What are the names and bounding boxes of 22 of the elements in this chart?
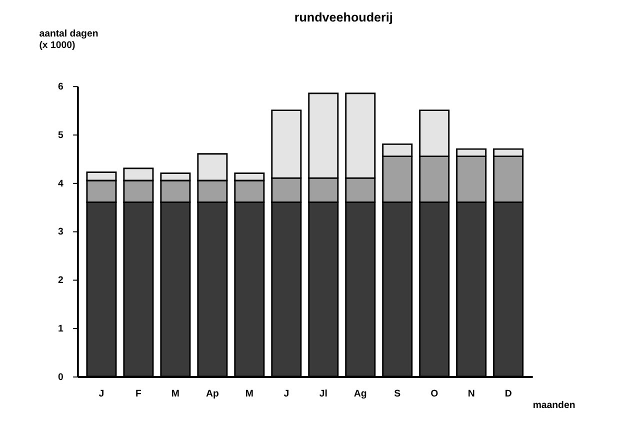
x-tick-label: F xyxy=(136,388,142,400)
y-axis-title: aantal dagen (x 1000) xyxy=(39,28,98,51)
x-tick-label: Ap xyxy=(206,388,219,400)
x-tick-label: Ag xyxy=(354,388,367,400)
x-tick-label: M xyxy=(171,388,180,400)
y-tick-label: 0 xyxy=(58,372,64,383)
x-tick-label: Jl xyxy=(319,388,328,400)
x-tick-label: D xyxy=(504,388,512,400)
x-tick-label: M xyxy=(245,388,254,400)
chart-title: rundveehouderij xyxy=(294,10,393,24)
x-tick-label: J xyxy=(98,388,104,400)
y-tick-label: 3 xyxy=(58,226,64,238)
y-tick-label: 6 xyxy=(58,82,64,93)
y-tick-label: 2 xyxy=(58,275,64,286)
y-tick-label: 1 xyxy=(58,323,64,334)
y-tick-label: 5 xyxy=(58,130,64,141)
x-tick-label: O xyxy=(430,388,439,400)
x-axis-title: maanden xyxy=(532,400,576,411)
x-tick-label: J xyxy=(284,388,290,400)
x-tick-label: S xyxy=(394,388,402,400)
y-tick-label: 4 xyxy=(58,178,64,190)
x-tick-label: N xyxy=(468,388,475,400)
